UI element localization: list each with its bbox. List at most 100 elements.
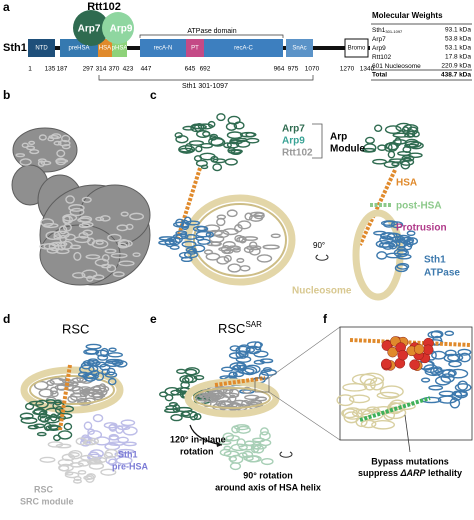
histone-core: [246, 245, 262, 251]
arp-module-rotated: [252, 444, 265, 454]
arp-module-rotated: [236, 425, 251, 434]
atpase: [85, 343, 102, 350]
nucleosome-label: Nucleosome: [292, 286, 352, 297]
dna: [360, 419, 377, 429]
density-texture: [53, 140, 62, 146]
density-texture: [45, 231, 61, 241]
arp-module: [361, 147, 376, 153]
domain-box: [204, 39, 283, 57]
atpase: [444, 330, 455, 336]
atpase: [85, 348, 99, 355]
histone-core: [50, 390, 59, 398]
atpase: [396, 246, 407, 252]
arp-module: [226, 131, 243, 140]
arp-module-rotated: [229, 462, 242, 471]
pre-hsa: [103, 422, 118, 429]
atpase: [180, 256, 193, 263]
caption-part: suppress: [358, 468, 398, 478]
density-texture: [62, 214, 71, 225]
arp-module: [193, 375, 205, 381]
protein-label: Sth1: [3, 42, 27, 54]
density-texture: [100, 263, 112, 269]
arp-module: [387, 150, 396, 159]
atpase: [454, 383, 472, 392]
pre-hsa: [108, 441, 125, 446]
atpase: [390, 221, 404, 229]
pre-hsa: [117, 448, 135, 454]
position-label: 1070: [305, 66, 320, 73]
atpase-label: ATPase domain: [187, 28, 236, 35]
histone-core: [227, 263, 242, 273]
arp9-label: Arp9: [282, 136, 305, 147]
density-texture: [69, 244, 82, 250]
arp-module: [212, 158, 226, 164]
atpase: [379, 235, 394, 245]
histone-core: [239, 265, 251, 272]
arp-module-rotated: [219, 440, 232, 446]
domain-label: pHSA: [112, 46, 128, 52]
density-texture: [38, 134, 47, 141]
mutation-sphere: [422, 344, 434, 356]
histone-core: [205, 252, 221, 261]
arp-module: [53, 434, 61, 442]
mutation-sphere: [387, 346, 398, 358]
density-texture: [107, 233, 122, 242]
caption-part: ΔARP: [399, 468, 426, 478]
src-module: [68, 450, 83, 460]
table-cell: Arp9: [372, 45, 386, 52]
atpase: [245, 345, 262, 355]
arp-module: [383, 160, 400, 169]
dna: [342, 382, 368, 392]
atpase: [420, 377, 431, 383]
arp-module: [210, 137, 226, 147]
arp-module: [32, 409, 48, 416]
atpase: [181, 240, 197, 248]
pre-hsa: [122, 426, 138, 436]
row-name: Arp9: [372, 45, 386, 52]
rotation-label: 90°: [313, 241, 325, 250]
src-module: [80, 454, 94, 461]
arp9-label: Arp9: [110, 24, 133, 35]
position-label: 1: [28, 66, 32, 73]
arp-module: [44, 407, 62, 417]
helix: [349, 338, 471, 347]
domain-label: Bromo: [348, 46, 366, 52]
density-texture: [69, 207, 85, 217]
panel-title: RSCSAR: [218, 320, 262, 336]
panel-title: RSC: [62, 321, 89, 336]
density-texture: [61, 134, 71, 143]
position-label: 423: [123, 66, 134, 73]
sth1-atpase-label: ATPase: [424, 268, 460, 279]
position-label: 187: [57, 66, 68, 73]
arp-module-rotated: [260, 457, 274, 466]
zoom-line: [268, 391, 341, 441]
density-texture: [99, 215, 111, 222]
arp-module-rotated: [231, 425, 241, 434]
caption-part: lethality: [428, 468, 462, 478]
src-module: [87, 460, 103, 465]
protrusion-label: Protrusion: [396, 223, 447, 234]
hsa-label: HSA: [396, 178, 417, 189]
arp-module: [164, 408, 180, 414]
dna: [371, 419, 396, 430]
arp-module: [374, 124, 383, 133]
arp-module: [411, 130, 420, 138]
construct-bracket: [98, 75, 314, 81]
histone-core: [270, 233, 281, 239]
arp-module: [168, 402, 178, 407]
arp-module: [193, 155, 203, 162]
arp7-label: Arp7: [78, 24, 101, 35]
row-name: Arp7: [372, 36, 386, 43]
dna: [336, 394, 355, 407]
arp-module: [364, 136, 375, 145]
position-label: 1340: [360, 66, 375, 73]
histone-core: [253, 212, 265, 220]
atpase: [173, 221, 190, 228]
arp7-circle: [73, 10, 109, 46]
atpase: [235, 355, 252, 363]
arp-module-rotated: [250, 443, 267, 450]
domain-label: recA-N: [154, 46, 173, 52]
domain-label: recA-C: [234, 46, 253, 52]
pre-hsa: [120, 419, 136, 427]
density-texture: [21, 142, 29, 148]
